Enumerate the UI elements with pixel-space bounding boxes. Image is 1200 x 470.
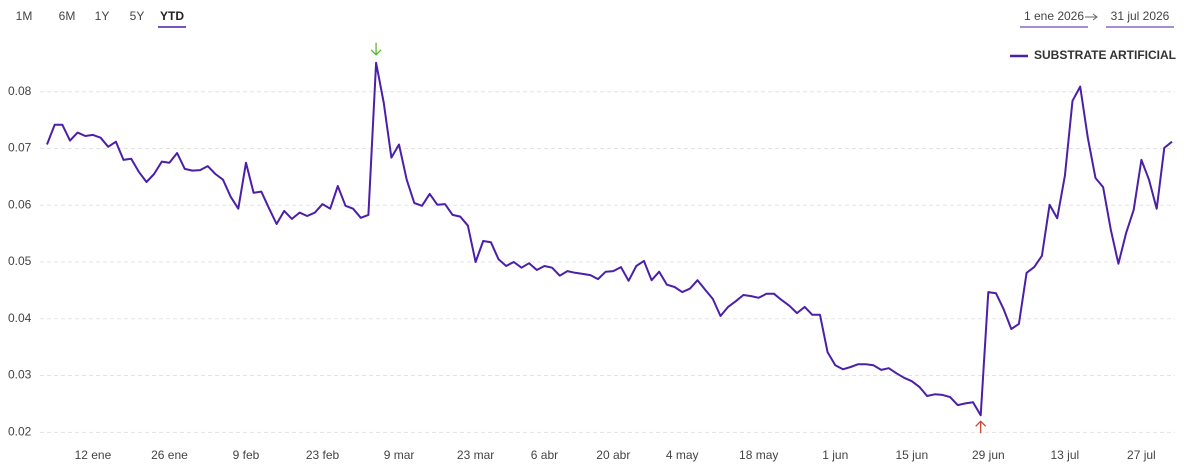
range-button[interactable]: 1M (16, 9, 33, 23)
x-tick-label: 20 abr (596, 448, 630, 462)
min-marker (975, 420, 987, 434)
x-tick-label: 29 jun (972, 448, 1005, 462)
range-button[interactable]: 1Y (95, 9, 110, 23)
x-tick-label: 23 feb (306, 448, 340, 462)
x-tick-label: 9 mar (384, 448, 415, 462)
x-tick-label: 6 abr (531, 448, 558, 462)
y-tick-label: 0.06 (8, 197, 32, 211)
range-button[interactable]: YTD (160, 9, 184, 23)
x-tick-label: 9 feb (233, 448, 260, 462)
x-tick-label: 26 ene (151, 448, 188, 462)
y-tick-label: 0.05 (8, 254, 32, 268)
range-button[interactable]: 5Y (130, 9, 145, 23)
y-tick-label: 0.04 (8, 311, 32, 325)
x-tick-label: 12 ene (75, 448, 112, 462)
x-tick-label: 27 jul (1127, 448, 1156, 462)
y-tick-label: 0.08 (8, 84, 32, 98)
date-from[interactable]: 1 ene 2026 (1024, 9, 1084, 23)
legend-label: SUBSTRATE ARTIFICIAL (1034, 48, 1176, 62)
range-arrow (1085, 13, 1098, 21)
date-to[interactable]: 31 jul 2026 (1111, 9, 1170, 23)
y-tick-label: 0.03 (8, 368, 32, 382)
y-tick-label: 0.07 (8, 141, 32, 155)
x-tick-label: 1 jun (822, 448, 848, 462)
x-tick-label: 13 jul (1051, 448, 1080, 462)
range-button[interactable]: 6M (59, 9, 76, 23)
max-marker (370, 42, 382, 56)
x-tick-label: 4 may (666, 448, 699, 462)
x-tick-label: 23 mar (457, 448, 494, 462)
series-line (46, 61, 1173, 417)
x-tick-label: 15 jun (895, 448, 928, 462)
x-tick-label: 18 may (739, 448, 778, 462)
y-tick-label: 0.02 (8, 424, 32, 438)
